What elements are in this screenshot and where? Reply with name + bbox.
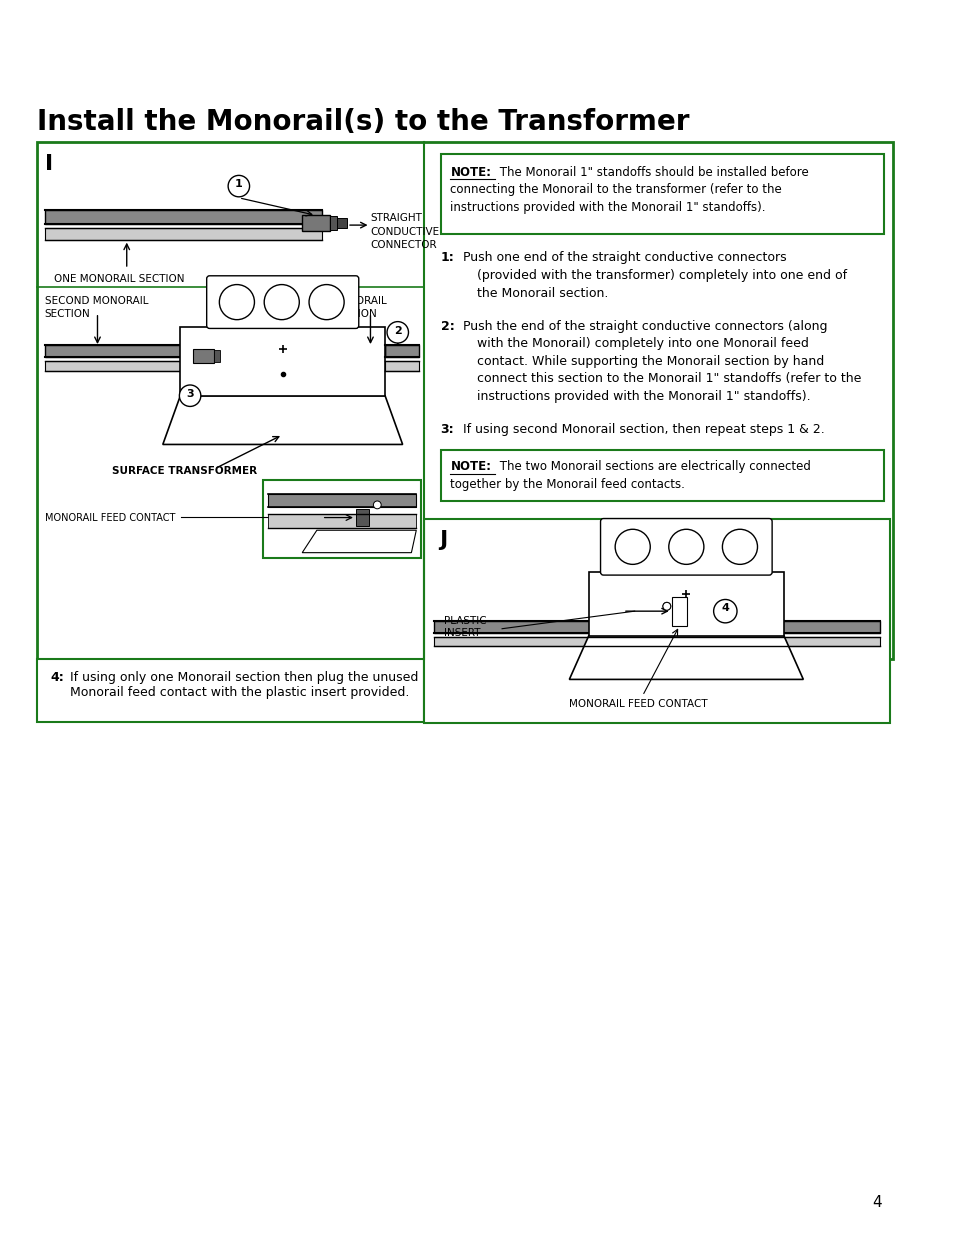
Text: J: J xyxy=(438,530,447,551)
Text: 3:: 3: xyxy=(440,424,454,436)
Text: STRAIGHT
CONDUCTIVE
CONNECTOR: STRAIGHT CONDUCTIVE CONNECTOR xyxy=(370,214,439,249)
Text: 1: 1 xyxy=(234,179,242,189)
Circle shape xyxy=(721,530,757,564)
Text: If using only one Monorail section then plug the unused: If using only one Monorail section then … xyxy=(71,671,418,684)
Bar xyxy=(45,361,193,372)
Text: instructions provided with the Monorail 1" standoffs).: instructions provided with the Monorail … xyxy=(476,390,809,403)
Bar xyxy=(434,636,880,646)
Bar xyxy=(440,451,883,501)
Bar xyxy=(268,514,416,529)
Text: PLASTIC
INSERT: PLASTIC INSERT xyxy=(443,616,486,638)
Text: connecting the Monorail to the transformer (refer to the: connecting the Monorail to the transform… xyxy=(450,183,781,196)
Circle shape xyxy=(309,284,344,320)
Text: 1:: 1: xyxy=(440,252,454,264)
Bar xyxy=(37,142,892,659)
Bar xyxy=(45,228,321,240)
Circle shape xyxy=(668,530,703,564)
Text: If using second Monorail section, then repeat steps 1 & 2.: If using second Monorail section, then r… xyxy=(462,424,824,436)
Circle shape xyxy=(662,603,670,610)
Text: 4:: 4: xyxy=(51,671,65,684)
Circle shape xyxy=(387,321,408,343)
Text: SURFACE TRANSFORMER: SURFACE TRANSFORMER xyxy=(112,466,257,475)
Text: MONORAIL
SECTION: MONORAIL SECTION xyxy=(331,296,387,319)
Text: 4: 4 xyxy=(720,604,728,614)
Circle shape xyxy=(219,284,254,320)
Bar xyxy=(45,345,193,357)
Bar xyxy=(424,519,889,724)
Circle shape xyxy=(713,599,737,622)
Bar xyxy=(193,350,214,363)
Text: together by the Monorail feed contacts.: together by the Monorail feed contacts. xyxy=(450,478,684,490)
Polygon shape xyxy=(302,530,416,553)
Bar xyxy=(263,479,420,557)
Text: Monorail feed contact with the plastic insert provided.: Monorail feed contact with the plastic i… xyxy=(71,687,409,699)
Text: the Monorail section.: the Monorail section. xyxy=(476,287,607,300)
Text: (provided with the transformer) completely into one end of: (provided with the transformer) complete… xyxy=(476,269,846,282)
Bar xyxy=(268,494,416,506)
Text: 3: 3 xyxy=(186,389,193,399)
Text: 2: 2 xyxy=(394,326,401,336)
Bar xyxy=(434,621,880,632)
Text: Install the Monorail(s) to the Transformer: Install the Monorail(s) to the Transform… xyxy=(37,109,689,136)
Text: contact. While supporting the Monorail section by hand: contact. While supporting the Monorail s… xyxy=(476,354,823,368)
Bar xyxy=(45,210,321,224)
Bar xyxy=(671,597,686,626)
Bar xyxy=(180,327,385,395)
Circle shape xyxy=(264,284,299,320)
Bar xyxy=(337,219,347,228)
Text: instructions provided with the Monorail 1" standoffs).: instructions provided with the Monorail … xyxy=(450,201,765,214)
Text: NOTE:: NOTE: xyxy=(450,165,491,179)
Polygon shape xyxy=(163,395,402,445)
Text: Push the end of the straight conductive connectors (along: Push the end of the straight conductive … xyxy=(462,320,826,332)
Text: I: I xyxy=(45,154,53,174)
Circle shape xyxy=(179,385,201,406)
Circle shape xyxy=(373,501,381,509)
Text: NOTE:: NOTE: xyxy=(450,461,491,473)
Bar xyxy=(329,216,337,230)
Circle shape xyxy=(615,530,650,564)
Text: with the Monorail) completely into one Monorail feed: with the Monorail) completely into one M… xyxy=(476,337,808,351)
Text: Push one end of the straight conductive connectors: Push one end of the straight conductive … xyxy=(462,252,786,264)
FancyBboxPatch shape xyxy=(207,275,358,329)
Bar xyxy=(440,154,883,233)
Bar xyxy=(385,361,418,372)
Text: ONE MONORAIL SECTION: ONE MONORAIL SECTION xyxy=(53,274,184,284)
Bar xyxy=(302,215,329,231)
Bar xyxy=(37,659,424,722)
Text: MONORAIL FEED CONTACT: MONORAIL FEED CONTACT xyxy=(45,513,175,522)
Text: connect this section to the Monorail 1" standoffs (refer to the: connect this section to the Monorail 1" … xyxy=(476,372,861,385)
Bar xyxy=(385,345,418,357)
Bar xyxy=(588,572,783,636)
Text: SECOND MONORAIL
SECTION: SECOND MONORAIL SECTION xyxy=(45,296,148,319)
Text: 4: 4 xyxy=(872,1195,882,1210)
Text: The Monorail 1" standoffs should be installed before: The Monorail 1" standoffs should be inst… xyxy=(496,165,808,179)
FancyBboxPatch shape xyxy=(599,519,771,576)
Circle shape xyxy=(662,603,670,610)
Text: MONORAIL FEED CONTACT: MONORAIL FEED CONTACT xyxy=(569,699,707,709)
Text: 2:: 2: xyxy=(440,320,454,332)
Text: The two Monorail sections are electrically connected: The two Monorail sections are electrical… xyxy=(496,461,810,473)
Circle shape xyxy=(228,175,250,196)
Polygon shape xyxy=(569,636,802,679)
Bar xyxy=(214,350,220,362)
Bar xyxy=(355,509,369,526)
